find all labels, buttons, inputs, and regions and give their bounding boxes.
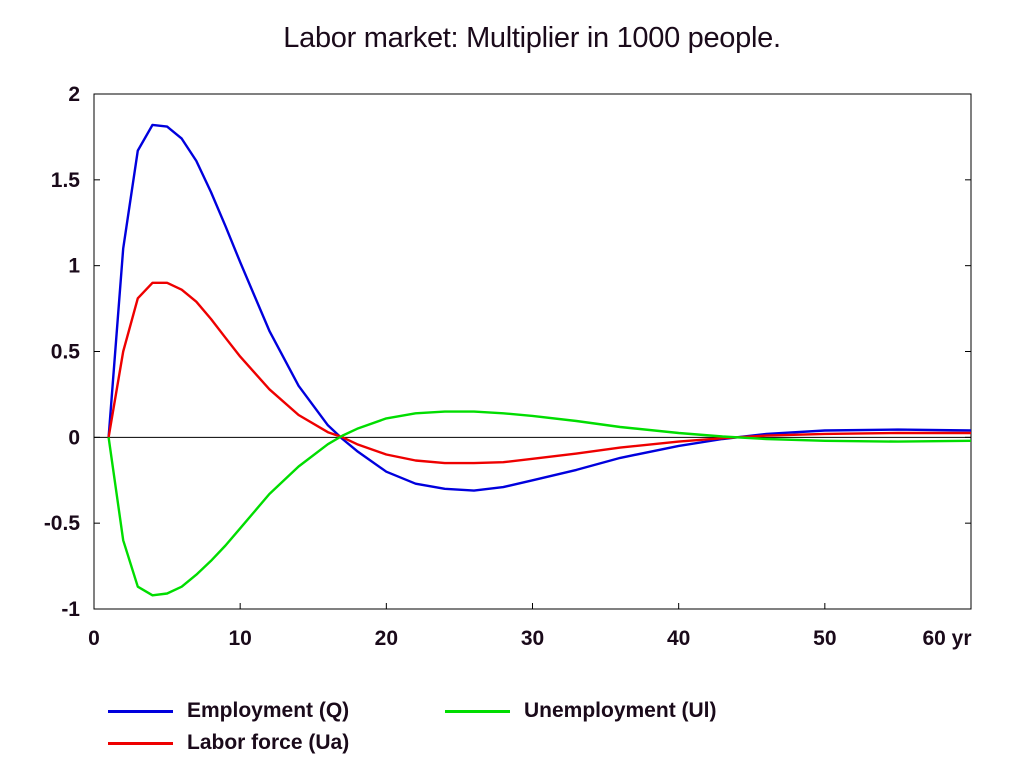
legend-swatch-labor-force [108,741,173,745]
y-tick-label: 0 [68,426,80,449]
series-line-employment-q [107,123,972,492]
y-tick-label: -1 [61,598,80,621]
legend-item-labor-force: Labor force (Ua) [108,731,349,755]
x-tick-label: 20 [375,627,398,650]
legend-label-employment: Employment (Q) [187,699,350,722]
plot-frame [93,93,972,610]
series-line-unemployment-ul [107,410,972,597]
legend-label-unemployment: Unemployment (Ul) [524,699,717,722]
x-tick-label: 50 [813,627,836,650]
legend-swatch-employment [108,709,173,713]
y-tick-label: -0.5 [44,512,81,535]
x-tick-label: 10 [228,627,251,650]
x-tick-label: 30 [521,627,544,650]
axis-layer: 2 1.5 1 0.5 0 -0.5 -1 0 10 20 30 40 50 60 yr [44,83,972,650]
y-tick-label: 0.5 [51,341,81,364]
legend-item-employment: Employment (Q) [108,699,349,723]
legend-item-unemployment: Unemployment (Ul) [445,699,717,723]
series-layer [107,123,972,597]
legend-label-labor-force: Labor force (Ua) [187,731,350,754]
y-tick-label: 2 [68,83,80,106]
series-line-labor-force-ua [107,281,971,465]
legend-swatch-unemployment [445,709,510,713]
x-tick-label: 0 [88,627,100,650]
x-tick-label: 60 yr [922,627,971,650]
x-tick-label: 40 [667,627,690,650]
chart-title: Labor market: Multiplier in 1000 people. [283,22,781,54]
y-tick-label: 1.5 [51,169,81,192]
y-tick-label: 1 [68,255,80,278]
